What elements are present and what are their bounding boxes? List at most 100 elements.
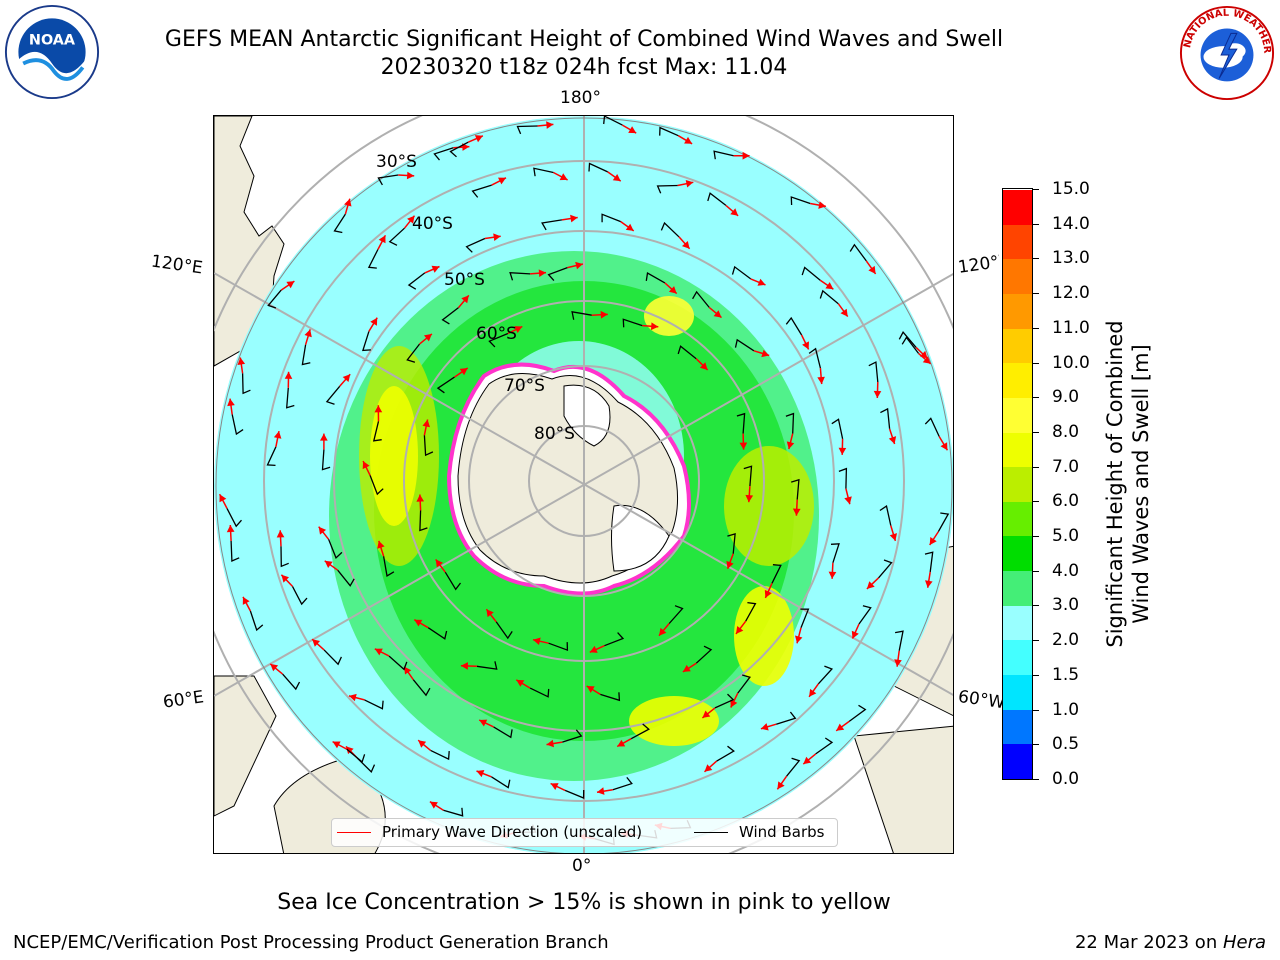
colorbar-tick-label: 12.0 — [1052, 283, 1090, 304]
wave-direction-arrowhead — [617, 739, 626, 747]
wave-direction-arrowhead — [498, 177, 506, 185]
wave-direction-arrowhead — [342, 374, 351, 382]
wave-direction-arrowhead — [704, 764, 713, 772]
colorbar-tick — [1033, 570, 1039, 572]
wave-direction-arrowhead — [612, 174, 621, 182]
wind-barb — [791, 478, 800, 500]
wind-barb — [321, 449, 331, 471]
lat-label-70s: 70°S — [504, 376, 545, 396]
colorbar-tick-label: 0.5 — [1052, 734, 1080, 755]
wind-barb — [436, 376, 455, 394]
colorbar-bin — [1003, 189, 1032, 225]
colorbar-tick-label: 9.0 — [1052, 387, 1080, 408]
wind-barb — [230, 540, 240, 562]
wave-direction-arrowhead — [276, 530, 285, 538]
wind-barb — [377, 174, 399, 186]
lon-label-120w: 120°W — [956, 252, 1002, 278]
colorbar-bin — [1003, 293, 1032, 329]
wave-direction-arrowhead — [407, 215, 415, 224]
wave-direction-arrowhead — [802, 341, 809, 350]
wind-barb — [858, 605, 872, 625]
wind-barb — [880, 407, 891, 429]
wind-barb — [734, 338, 755, 352]
colorbar-tick — [1033, 293, 1039, 295]
wind-barb — [808, 347, 822, 369]
wind-barb — [346, 748, 366, 764]
wave-direction-arrowhead — [324, 560, 333, 568]
wind-barb — [476, 661, 498, 670]
wave-direction-arrowhead — [589, 645, 598, 653]
wind-barb — [660, 221, 680, 238]
wind-barb — [301, 344, 311, 366]
wave-direction-arrowhead — [377, 540, 385, 549]
wave-direction-arrowhead — [332, 741, 341, 749]
wave-direction-arrowhead — [349, 693, 357, 702]
wind-barb — [924, 551, 934, 573]
wind-barb — [838, 467, 848, 489]
wave-direction-arrowhead — [713, 310, 722, 318]
wave-direction-arrowhead — [684, 136, 693, 144]
wave-direction-arrowhead — [817, 376, 825, 385]
wave-direction-arrowhead — [370, 317, 378, 326]
wave-direction-arrowhead — [795, 635, 803, 644]
wind-barb — [372, 421, 382, 442]
colorbar-bin — [1003, 466, 1032, 502]
lon-label-120e: 120°E — [149, 251, 204, 279]
colorbar — [1002, 188, 1033, 780]
wave-direction-arrowhead — [866, 581, 875, 589]
wind-barb — [419, 510, 428, 532]
wave-direction-arrowhead — [533, 637, 541, 645]
wave-direction-arrowhead — [270, 663, 279, 672]
colorbar-bin — [1003, 639, 1032, 676]
colorbar-tick — [1033, 536, 1039, 538]
map-title: GEFS MEAN Antarctic Significant Height o… — [164, 27, 1004, 52]
wave-direction-arrowhead — [597, 787, 605, 795]
wave-direction-arrowhead — [844, 496, 852, 505]
wind-barb — [659, 126, 679, 137]
wave-direction-arrowhead — [227, 398, 235, 407]
wind-barb — [509, 271, 531, 281]
wind-barb — [785, 316, 803, 336]
colorbar-tick-label: 3.0 — [1052, 595, 1080, 616]
colorbar-title-line1: Significant Height of Combined — [1103, 320, 1127, 648]
colorbar-tick — [1033, 605, 1039, 607]
wind-barb — [786, 757, 801, 777]
wind-barb — [541, 219, 563, 231]
wave-direction-arrowhead — [416, 494, 424, 502]
wind-barb — [407, 272, 426, 290]
wave-direction-arrowhead — [422, 419, 430, 428]
wave-direction-arrowhead — [736, 626, 744, 634]
wind-barb — [465, 237, 486, 253]
wave-direction-arrowhead — [575, 261, 583, 270]
colorbar-title-line2: Wind Waves and Swell [m] — [1129, 344, 1153, 624]
wave-direction-arrowhead — [922, 356, 931, 364]
lon-label-0: 0° — [572, 856, 592, 876]
colorbar-tick-label: 14.0 — [1052, 213, 1090, 234]
wind-barb — [776, 711, 797, 725]
colorbar-tick — [1033, 466, 1039, 468]
wind-barb — [382, 556, 395, 577]
wave-direction-arrowhead — [320, 433, 328, 441]
wind-barb — [412, 679, 431, 697]
wind-barb — [325, 385, 341, 405]
wind-barb — [388, 227, 405, 246]
wind-barb — [716, 745, 735, 762]
wind-barb — [327, 539, 343, 560]
wind-barb — [601, 213, 621, 223]
wind-barb — [817, 665, 834, 685]
colorbar-tick-label: 0.0 — [1052, 769, 1080, 789]
wave-direction-arrowhead — [699, 362, 708, 370]
wave-direction-arrowhead — [346, 746, 354, 755]
lon-label-60w: 60°W — [956, 686, 1006, 714]
wave-direction-arrowhead — [818, 201, 826, 209]
wind-barb — [241, 373, 251, 395]
wave-direction-arrowhead — [761, 349, 770, 358]
colorbar-tick — [1033, 709, 1039, 711]
colorbar-tick-label: 13.0 — [1052, 248, 1090, 269]
wind-barb — [529, 687, 550, 698]
wind-barb — [361, 331, 371, 352]
wave-direction-arrowhead — [429, 801, 438, 809]
wind-barb — [878, 559, 893, 579]
wind-barb — [849, 243, 867, 262]
wave-direction-arrowhead — [840, 308, 848, 317]
